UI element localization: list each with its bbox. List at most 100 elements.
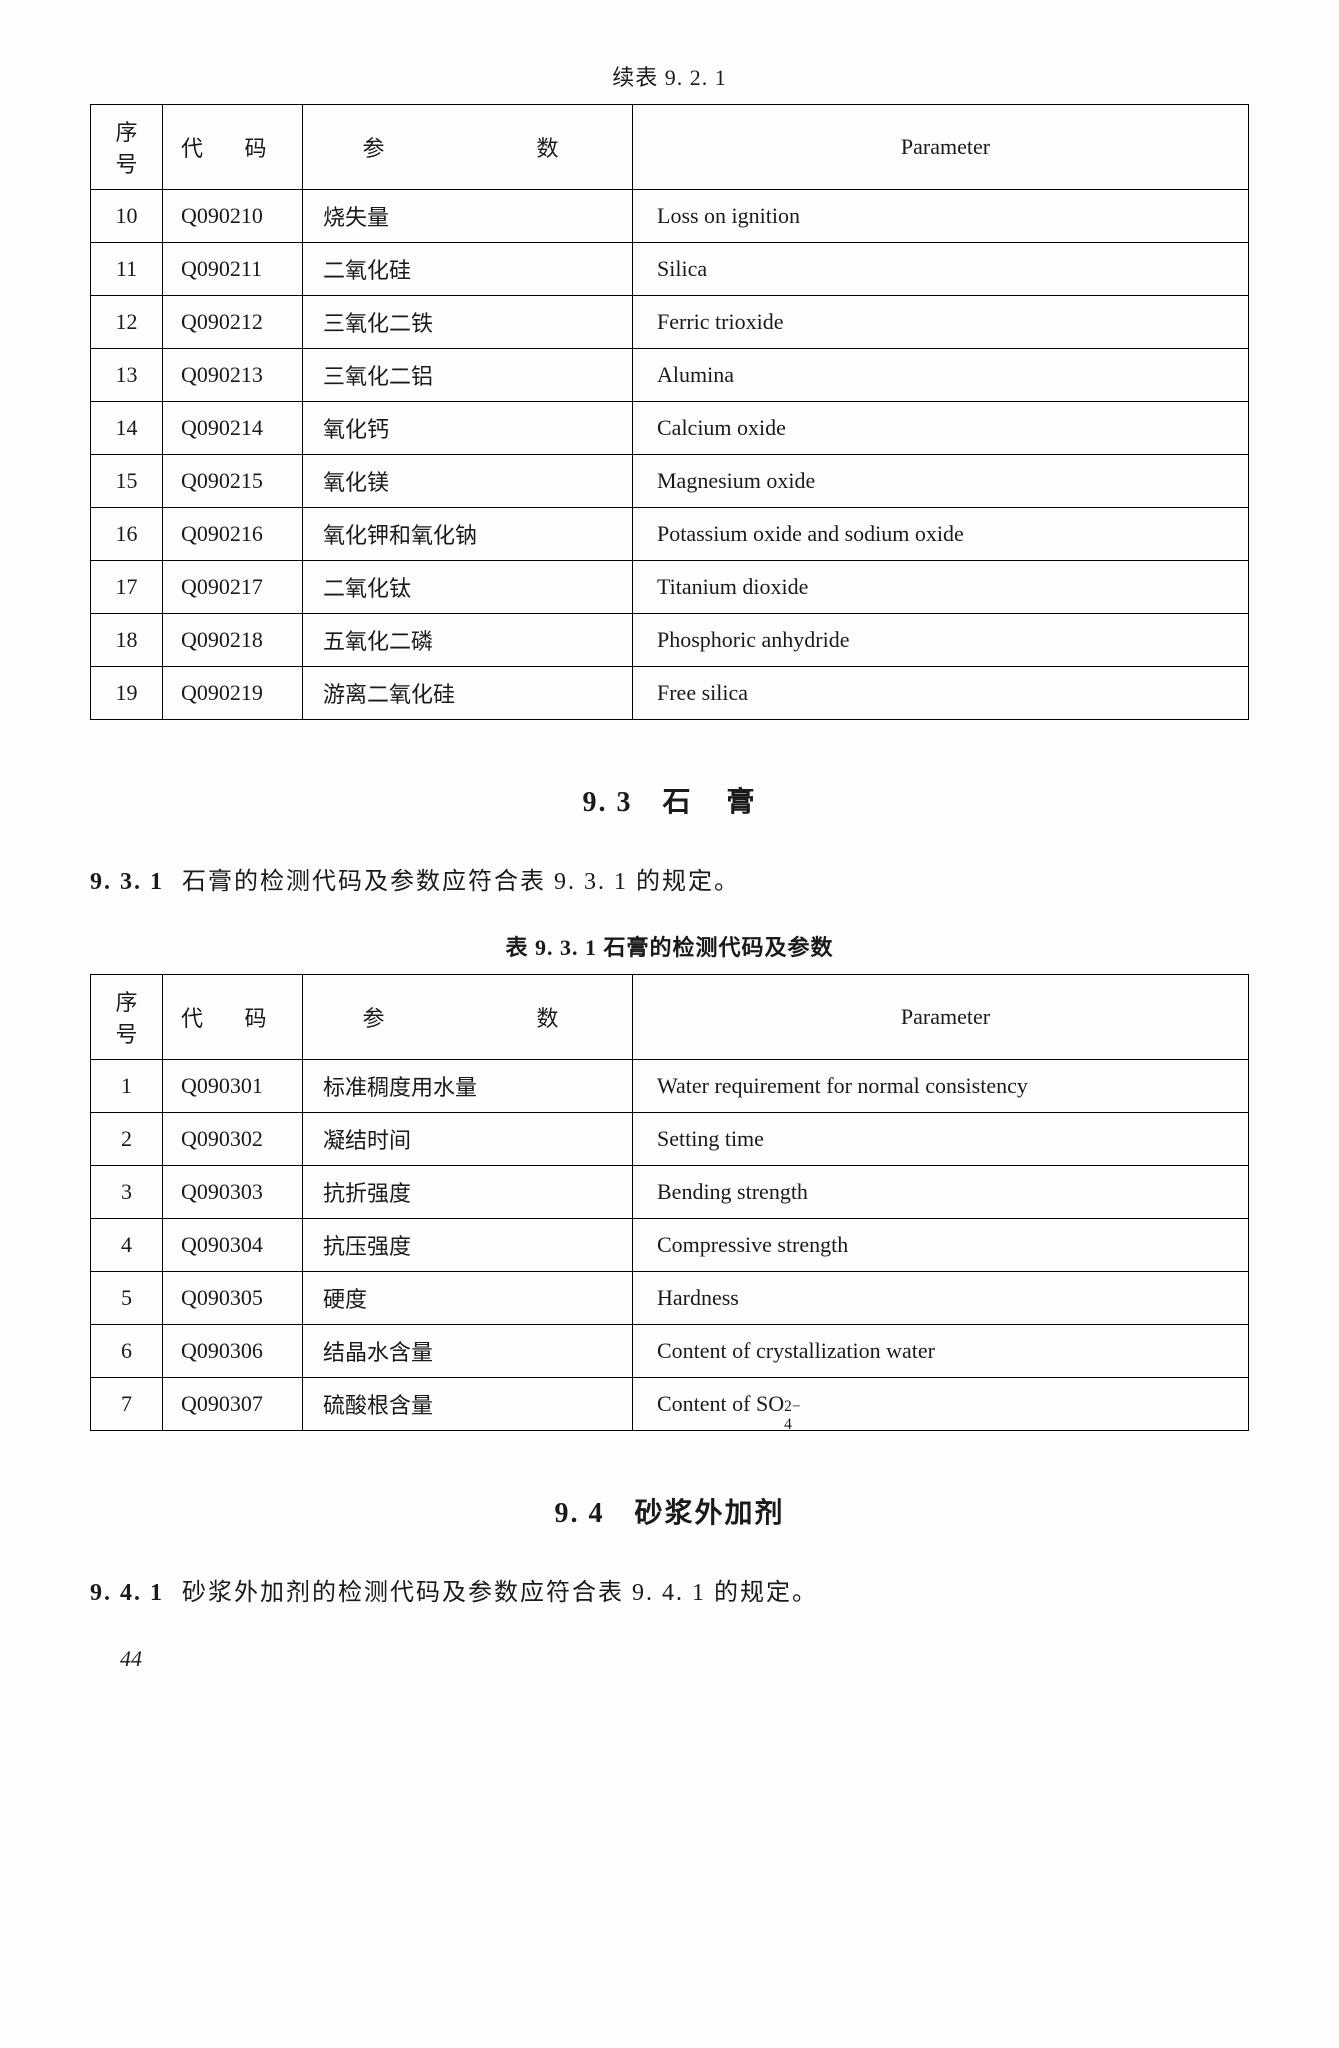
header-code: 代 码 [163,974,303,1059]
cell-code: Q090219 [163,667,303,720]
cell-code: Q090213 [163,349,303,402]
cell-param-en: Calcium oxide [633,402,1249,455]
cell-seq: 15 [91,455,163,508]
para-931-num: 9. 3. 1 [90,869,164,895]
para-931-text: 石膏的检测代码及参数应符合表 9. 3. 1 的规定。 [182,869,740,895]
cell-seq: 2 [91,1112,163,1165]
cell-param-en: Content of SO2−4 [633,1377,1249,1430]
cell-param-en: Phosphoric anhydride [633,614,1249,667]
cell-param-en: Free silica [633,667,1249,720]
cell-seq: 13 [91,349,163,402]
cell-param-cn: 氧化钙 [303,402,633,455]
para-941-num: 9. 4. 1 [90,1580,164,1606]
cell-code: Q090307 [163,1377,303,1430]
cell-seq: 11 [91,243,163,296]
cell-param-cn: 抗压强度 [303,1218,633,1271]
cell-param-en: Compressive strength [633,1218,1249,1271]
cell-code: Q090218 [163,614,303,667]
cell-seq: 18 [91,614,163,667]
cell-param-cn: 五氧化二磷 [303,614,633,667]
header-seq: 序号 [91,974,163,1059]
section-94-num: 9. 4 [554,1498,604,1529]
header-param-cn: 参 数 [303,974,633,1059]
cell-seq: 12 [91,296,163,349]
cell-param-cn: 二氧化钛 [303,561,633,614]
header-code: 代 码 [163,105,303,190]
cell-seq: 1 [91,1059,163,1112]
cell-param-cn: 标准稠度用水量 [303,1059,633,1112]
cell-code: Q090215 [163,455,303,508]
cell-code: Q090216 [163,508,303,561]
cell-param-en: Water requirement for normal consistency [633,1059,1249,1112]
cell-param-cn: 氧化钾和氧化钠 [303,508,633,561]
table-row: 15Q090215氧化镁Magnesium oxide [91,455,1249,508]
cell-param-en: Potassium oxide and sodium oxide [633,508,1249,561]
table-row: 14Q090214氧化钙Calcium oxide [91,402,1249,455]
cell-param-cn: 三氧化二铁 [303,296,633,349]
cell-param-cn: 凝结时间 [303,1112,633,1165]
section-93-heading: 9. 3 石膏 [90,780,1249,820]
cell-param-en: Setting time [633,1112,1249,1165]
table-row: 5Q090305硬度Hardness [91,1271,1249,1324]
table-row: 16Q090216氧化钾和氧化钠Potassium oxide and sodi… [91,508,1249,561]
section-93-num: 9. 3 [582,787,632,818]
cell-param-en: Bending strength [633,1165,1249,1218]
table-row: 10Q090210烧失量Loss on ignition [91,190,1249,243]
cell-seq: 6 [91,1324,163,1377]
header-param-cn: 参 数 [303,105,633,190]
cell-param-cn: 三氧化二铝 [303,349,633,402]
cell-param-cn: 硬度 [303,1271,633,1324]
cell-param-cn: 氧化镁 [303,455,633,508]
cell-param-en: Content of crystallization water [633,1324,1249,1377]
header-param-en: Parameter [633,105,1249,190]
section-94-para: 9. 4. 1 砂浆外加剂的检测代码及参数应符合表 9. 4. 1 的规定。 [90,1571,1249,1617]
cell-seq: 3 [91,1165,163,1218]
cell-param-en: Alumina [633,349,1249,402]
table-row: 2Q090302凝结时间Setting time [91,1112,1249,1165]
cell-code: Q090302 [163,1112,303,1165]
cell-seq: 17 [91,561,163,614]
cell-param-en: Loss on ignition [633,190,1249,243]
cell-code: Q090211 [163,243,303,296]
table-921-caption: 续表 9. 2. 1 [90,60,1249,92]
table-row: 6Q090306结晶水含量Content of crystallization … [91,1324,1249,1377]
table-row: 19Q090219游离二氧化硅Free silica [91,667,1249,720]
cell-code: Q090303 [163,1165,303,1218]
table-row: 13Q090213三氧化二铝Alumina [91,349,1249,402]
table-header-row: 序号 代 码 参 数 Parameter [91,105,1249,190]
cell-param-cn: 烧失量 [303,190,633,243]
table-header-row: 序号 代 码 参 数 Parameter [91,974,1249,1059]
table-row: 12Q090212三氧化二铁Ferric trioxide [91,296,1249,349]
table-row: 4Q090304抗压强度Compressive strength [91,1218,1249,1271]
table-row: 1Q090301标准稠度用水量 Water requirement for no… [91,1059,1249,1112]
table-row: 18Q090218五氧化二磷Phosphoric anhydride [91,614,1249,667]
cell-code: Q090305 [163,1271,303,1324]
table-row: 11Q090211二氧化硅Silica [91,243,1249,296]
section-94-title: 砂浆外加剂 [635,1498,785,1529]
cell-seq: 4 [91,1218,163,1271]
cell-param-cn: 抗折强度 [303,1165,633,1218]
cell-code: Q090301 [163,1059,303,1112]
cell-param-en: Hardness [633,1271,1249,1324]
cell-code: Q090214 [163,402,303,455]
table-921: 序号 代 码 参 数 Parameter 10Q090210烧失量Loss on… [90,104,1249,720]
cell-code: Q090306 [163,1324,303,1377]
header-param-en: Parameter [633,974,1249,1059]
cell-code: Q090217 [163,561,303,614]
cell-code: Q090304 [163,1218,303,1271]
cell-seq: 14 [91,402,163,455]
cell-seq: 7 [91,1377,163,1430]
cell-seq: 16 [91,508,163,561]
section-93-para: 9. 3. 1 石膏的检测代码及参数应符合表 9. 3. 1 的规定。 [90,860,1249,906]
section-93-title: 石 [662,787,726,818]
table-row: 17Q090217二氧化钛Titanium dioxide [91,561,1249,614]
table-row: 7Q090307硫酸根含量Content of SO2−4 [91,1377,1249,1430]
cell-param-cn: 硫酸根含量 [303,1377,633,1430]
para-941-text: 砂浆外加剂的检测代码及参数应符合表 9. 4. 1 的规定。 [182,1580,818,1606]
cell-code: Q090210 [163,190,303,243]
cell-param-en: Titanium dioxide [633,561,1249,614]
cell-param-en: Ferric trioxide [633,296,1249,349]
cell-param-cn: 游离二氧化硅 [303,667,633,720]
cell-code: Q090212 [163,296,303,349]
cell-param-cn: 二氧化硅 [303,243,633,296]
